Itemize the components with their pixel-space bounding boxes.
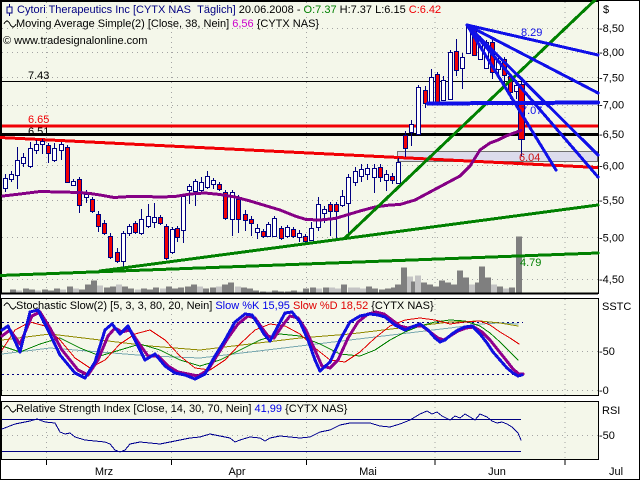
svg-text:-6,50: -6,50 [599,129,624,141]
svg-text:4.79: 4.79 [520,257,541,269]
svg-text:7.43: 7.43 [28,70,49,82]
svg-text:-4,50: -4,50 [599,274,624,286]
svg-text:-8,50: -8,50 [599,23,624,35]
svg-text:Jul: Jul [609,466,623,478]
svg-text:© www.tradesignalonline.com: © www.tradesignalonline.com [3,35,147,47]
svg-text:Mai: Mai [359,466,377,478]
svg-text:Jun: Jun [488,466,506,478]
svg-text:RSI: RSI [602,405,620,417]
svg-text:6.04: 6.04 [519,152,540,164]
svg-text:-7,50: -7,50 [599,72,624,84]
svg-text:-6,00: -6,00 [599,160,624,172]
svg-text:Mrz: Mrz [95,466,113,478]
svg-text:Relative Strength Index [Close: Relative Strength Index [Close, 14, 30, … [16,403,348,415]
svg-text:Apr: Apr [228,466,245,478]
svg-text:-50: -50 [599,430,615,442]
svg-text:6.51: 6.51 [28,126,49,138]
svg-text:Cytori Therapeutics Inc [CYTX: Cytori Therapeutics Inc [CYTX NAS Täglic… [17,4,441,16]
svg-text:Stochastic Slow(2) [5, 3, 3, 8: Stochastic Slow(2) [5, 3, 3, 80, 20, Nei… [16,300,434,312]
svg-text:-0: -0 [599,385,609,397]
svg-text:8.29: 8.29 [521,27,542,39]
svg-text:6.65: 6.65 [28,114,49,126]
svg-text:7.07: 7.07 [521,105,542,117]
svg-text:-5,50: -5,50 [599,195,624,207]
svg-text:SSTC: SSTC [602,301,631,313]
svg-text:-50: -50 [599,346,615,358]
svg-text:Moving Average Simple(2) [Clos: Moving Average Simple(2) [Close, 38, Nei… [16,18,319,30]
svg-text:$: $ [603,4,609,16]
svg-text:-7,00: -7,00 [599,100,624,112]
svg-text:-5,00: -5,00 [599,232,624,244]
svg-text:-8,00: -8,00 [599,47,624,59]
